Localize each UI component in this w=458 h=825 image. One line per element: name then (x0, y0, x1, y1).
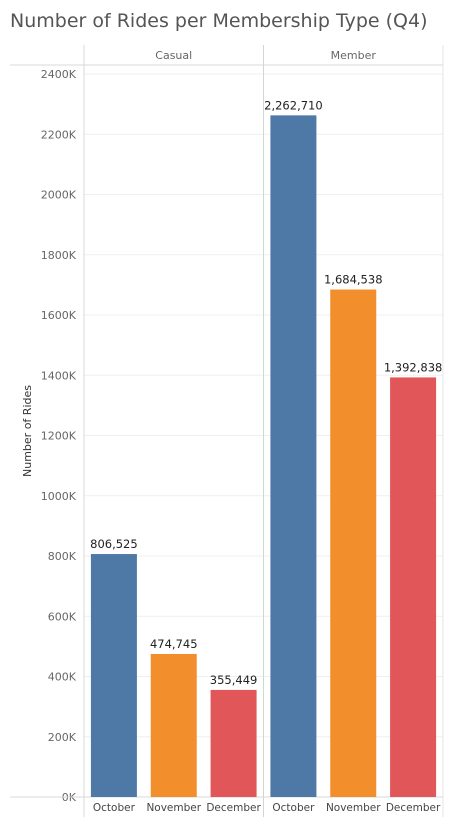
bar-member-november (330, 289, 377, 797)
data-label: 2,262,710 (264, 98, 323, 112)
data-label: 1,684,538 (324, 273, 383, 287)
y-axis-label: Number of Rides (21, 385, 34, 477)
x-category-label: December (206, 802, 261, 814)
y-tick-label: 2400K (41, 68, 77, 81)
facet-label-member: Member (331, 49, 377, 62)
y-tick-label: 400K (48, 671, 77, 684)
data-label: 355,449 (210, 673, 258, 687)
bar-member-december (390, 377, 437, 797)
bar-casual-october (90, 554, 137, 797)
y-tick-label: 1800K (41, 249, 77, 262)
data-label: 806,525 (90, 537, 138, 551)
x-category-label: November (146, 802, 201, 814)
y-tick-label: 1400K (41, 369, 77, 382)
bar-casual-december (210, 689, 257, 797)
y-tick-label: 2000K (41, 189, 77, 202)
x-category-label: November (326, 802, 381, 814)
bar-casual-november (150, 653, 197, 797)
y-tick-label: 2200K (41, 128, 77, 141)
chart-title: Number of Rides per Membership Type (Q4) (10, 10, 428, 32)
x-category-label: October (272, 802, 315, 814)
y-tick-label: 1200K (41, 430, 77, 443)
facet-label-casual: Casual (155, 49, 192, 62)
x-category-label: December (386, 802, 441, 814)
data-label: 474,745 (150, 637, 198, 651)
x-category-label: October (93, 802, 136, 814)
y-tick-label: 200K (48, 731, 77, 744)
y-tick-label: 800K (48, 550, 77, 563)
data-label: 1,392,838 (384, 360, 443, 374)
y-tick-label: 1000K (41, 490, 77, 503)
y-tick-label: 1600K (41, 309, 77, 322)
bar-member-october (270, 115, 317, 797)
y-tick-label: 600K (48, 610, 77, 623)
